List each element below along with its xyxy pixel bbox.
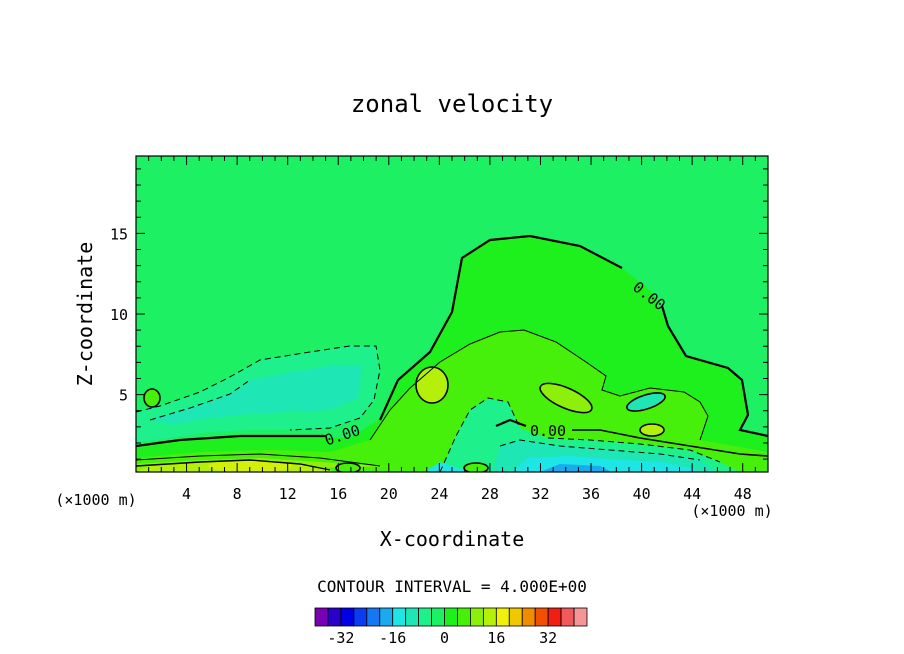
y-axis-label: Z-coordinate xyxy=(73,242,97,387)
contour-cell-40 xyxy=(626,392,666,412)
colorbar-swatch xyxy=(340,607,355,627)
colorbar-swatch xyxy=(573,607,588,627)
contour-region-4-8 xyxy=(136,330,768,472)
contour-region-neg-upper-left-core xyxy=(150,366,362,424)
colorbar-swatch xyxy=(418,607,432,627)
colorbar-swatch xyxy=(457,607,471,627)
x-tick-label: 16 xyxy=(329,485,347,503)
colorbar-swatch xyxy=(534,607,549,627)
plot-area: 0.00 0.00 0.00 xyxy=(136,156,768,472)
colorbar-swatch xyxy=(560,607,575,627)
colorbar-swatch xyxy=(314,607,329,627)
y-tick-label: 15 xyxy=(110,225,128,243)
contour-cell-1 xyxy=(143,388,161,408)
contour-cell-27 xyxy=(463,462,489,472)
zero-contour-mid xyxy=(495,418,527,428)
cell-41-3 xyxy=(640,424,664,436)
x-tick-label: 48 xyxy=(734,485,752,503)
colorbar xyxy=(314,607,588,627)
contour-cell-22 xyxy=(415,366,449,404)
colorbar-ticks: -32 -16 0 16 32 xyxy=(327,629,557,647)
contour-cell-33 xyxy=(539,382,593,414)
colorbar-swatch xyxy=(392,607,407,627)
contour-cell-17 xyxy=(335,462,361,472)
contour-line-neg-lower xyxy=(439,397,721,472)
contour-interval-text: CONTOUR INTERVAL = 4.000E+00 xyxy=(317,577,587,596)
colorbar-swatch xyxy=(508,607,523,627)
x-tick-label: 28 xyxy=(481,485,499,503)
zero-contour-mid-right xyxy=(572,429,768,457)
x-tick-label: 20 xyxy=(380,485,398,503)
contour-label: 0.00 xyxy=(530,422,566,440)
colorbar-tick-label: 0 xyxy=(440,629,449,647)
colorbar-swatch xyxy=(444,607,458,627)
colorbar-swatch xyxy=(521,607,536,627)
cell-left-surface xyxy=(208,460,292,472)
cell-33-4 xyxy=(540,383,592,413)
x-axis-label: X-coordinate xyxy=(380,527,525,551)
y-axis: 5 10 15 xyxy=(110,168,768,460)
colorbar-swatch xyxy=(405,607,420,627)
colorbar-swatch xyxy=(482,607,497,627)
contour-cell-41 xyxy=(639,423,665,437)
x-tick-label: 44 xyxy=(683,485,701,503)
x-tick-label: 24 xyxy=(430,485,448,503)
zero-contour-upper xyxy=(378,234,623,421)
contour-region-neg-lower-core xyxy=(424,456,700,472)
x-tick-label: 40 xyxy=(633,485,651,503)
colorbar-tick-label: -16 xyxy=(379,629,406,647)
y-tick-label: 10 xyxy=(110,306,128,324)
x-tick-label: 12 xyxy=(279,485,297,503)
colorbar-swatch xyxy=(379,607,394,627)
x-tick-label: 36 xyxy=(582,485,600,503)
contour-line-neg8 xyxy=(149,379,251,421)
zero-contour-upper-right xyxy=(660,305,768,438)
x-tick-label: 32 xyxy=(531,485,549,503)
colorbar-tick-label: 32 xyxy=(539,629,557,647)
colorbar-swatch xyxy=(366,607,381,627)
colorbar-swatch xyxy=(470,607,484,627)
contour-line-8 xyxy=(136,453,381,467)
x-unit-right: (×1000 m) xyxy=(691,502,772,520)
cell-40-6 xyxy=(626,392,666,412)
colorbar-swatch xyxy=(431,607,445,627)
colorbar-swatch xyxy=(353,607,368,627)
colorbar-swatch xyxy=(547,607,562,627)
contour-line-4 xyxy=(369,329,709,441)
contour-lines xyxy=(136,234,768,472)
colorbar-tick-label: -32 xyxy=(327,629,354,647)
cell-27-0 xyxy=(464,463,488,472)
colorbar-swatch xyxy=(495,607,510,627)
y-tick-label: 5 xyxy=(119,387,128,405)
chart-title: zonal velocity xyxy=(351,90,553,118)
x-axis: 4 8 12 16 20 24 28 32 36 40 44 48 xyxy=(148,156,756,503)
x-unit-left: (×1000 m) xyxy=(55,491,136,509)
contour-region-neg-lower-deep xyxy=(540,464,612,472)
contour-line-surface xyxy=(136,459,331,471)
x-tick-label: 4 xyxy=(182,485,191,503)
cell-17-0 xyxy=(336,463,360,472)
cell-1-5 xyxy=(144,389,160,407)
zero-contour-lower xyxy=(136,434,326,448)
colorbar-tick-label: 16 xyxy=(487,629,505,647)
x-tick-label: 8 xyxy=(233,485,242,503)
colorbar-swatch xyxy=(327,607,342,627)
